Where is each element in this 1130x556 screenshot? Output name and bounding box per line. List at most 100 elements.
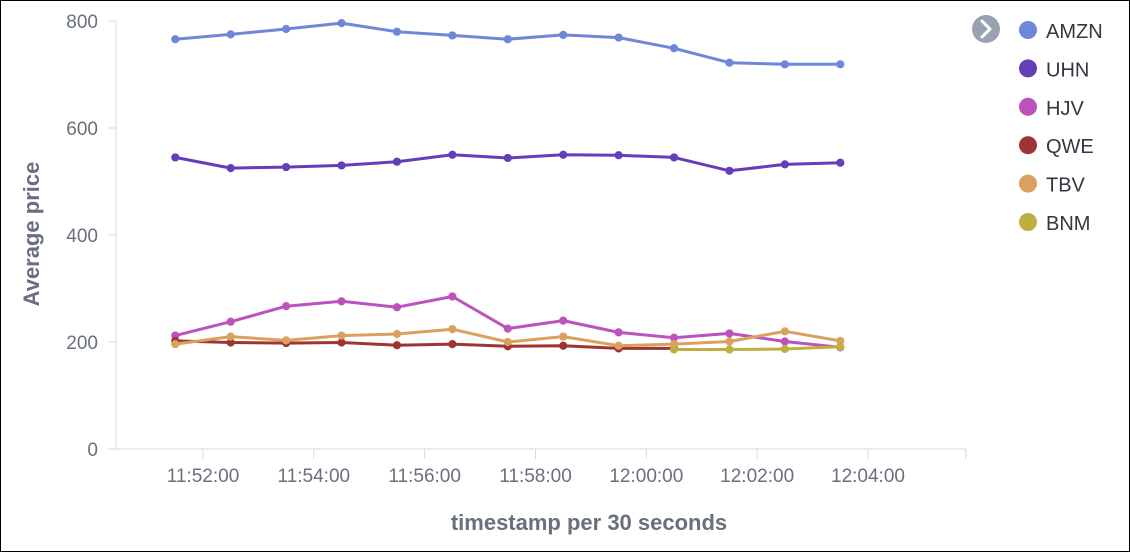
- data-point-tbv[interactable]: [282, 336, 291, 345]
- data-point-amzn[interactable]: [392, 27, 402, 36]
- axes: [115, 21, 967, 459]
- x-axis-ticks: 11:52:00 11:54:00 11:56:00 11:58:00 12:00:00…: [167, 449, 905, 487]
- data-point-tbv[interactable]: [725, 337, 734, 346]
- y-tick-label: 400: [66, 226, 98, 247]
- data-point-amzn[interactable]: [780, 60, 789, 69]
- data-point-bnm[interactable]: [725, 345, 734, 354]
- data-point-hjv[interactable]: [559, 316, 568, 325]
- series-lines: [173, 21, 842, 351]
- data-point-hjv[interactable]: [282, 302, 291, 311]
- legend-item-uhn[interactable]: UHN: [1019, 59, 1089, 81]
- data-point-uhn[interactable]: [282, 162, 291, 172]
- legend-swatch: [1019, 97, 1037, 116]
- legend-swatch: [1019, 136, 1037, 155]
- data-point-amzn[interactable]: [614, 33, 623, 42]
- data-point-bnm[interactable]: [780, 344, 789, 354]
- x-tick-label: 11:58:00: [499, 466, 572, 487]
- legend-label: QWE: [1046, 136, 1094, 158]
- series-line-amzn[interactable]: [173, 21, 842, 66]
- data-point-hjv[interactable]: [614, 328, 623, 337]
- legend-swatch: [1019, 174, 1037, 193]
- chevron-right-icon[interactable]: [972, 15, 1000, 43]
- legend-swatch: [1019, 59, 1037, 78]
- legend-label: BNM: [1046, 213, 1090, 235]
- data-point-hjv[interactable]: [392, 303, 402, 312]
- y-tick-label: 0: [87, 440, 98, 461]
- series-line-bnm[interactable]: [672, 345, 842, 351]
- data-point-hjv[interactable]: [780, 337, 789, 346]
- data-point-uhn[interactable]: [392, 157, 402, 166]
- legend-swatch: [1019, 21, 1037, 39]
- data-point-hjv[interactable]: [226, 317, 235, 326]
- y-axis-ticks: 0 200 400 600 800: [66, 12, 116, 461]
- legend-item-bnm[interactable]: BNM: [1019, 213, 1090, 235]
- y-axis-title: Average price: [19, 162, 44, 307]
- data-point-hjv[interactable]: [725, 329, 734, 338]
- legend-item-hjv[interactable]: HJV: [1019, 97, 1084, 120]
- data-point-tbv[interactable]: [614, 341, 623, 350]
- legend-swatch: [1019, 213, 1037, 231]
- x-tick-label: 11:52:00: [167, 466, 240, 487]
- series-line-qwe[interactable]: [173, 339, 676, 350]
- legend-label: TBV: [1046, 175, 1086, 197]
- data-point-amzn[interactable]: [836, 60, 845, 69]
- data-point-uhn[interactable]: [448, 150, 457, 159]
- legend-item-amzn[interactable]: AMZN: [1019, 21, 1103, 43]
- x-tick-label: 12:00:00: [609, 466, 683, 487]
- legend-label: UHN: [1046, 59, 1089, 81]
- data-point-uhn[interactable]: [559, 150, 568, 159]
- y-tick-label: 200: [66, 333, 98, 354]
- data-point-uhn[interactable]: [669, 153, 679, 162]
- data-point-qwe[interactable]: [392, 341, 402, 350]
- data-point-qwe[interactable]: [559, 341, 568, 350]
- data-point-amzn[interactable]: [337, 19, 346, 28]
- data-point-uhn[interactable]: [503, 153, 512, 163]
- data-point-uhn[interactable]: [226, 164, 235, 173]
- data-point-bnm[interactable]: [836, 342, 845, 351]
- data-point-amzn[interactable]: [282, 24, 291, 34]
- data-point-qwe[interactable]: [448, 340, 457, 349]
- legend-label: HJV: [1046, 98, 1084, 120]
- legend-item-qwe[interactable]: QWE: [1019, 136, 1094, 158]
- data-point-uhn[interactable]: [836, 158, 845, 167]
- data-point-uhn[interactable]: [780, 160, 789, 169]
- data-point-amzn[interactable]: [559, 30, 568, 40]
- x-tick-label: 12:04:00: [831, 466, 905, 487]
- data-point-tbv[interactable]: [226, 332, 235, 341]
- series-points: [171, 19, 845, 354]
- legend-items: AMZN UHN HJV QWE TBV BNM: [1019, 21, 1103, 235]
- data-point-uhn[interactable]: [725, 166, 734, 175]
- legend-item-tbv[interactable]: TBV: [1019, 174, 1086, 197]
- data-point-tbv[interactable]: [780, 327, 789, 336]
- data-point-qwe[interactable]: [337, 338, 346, 347]
- y-tick-label: 800: [66, 12, 98, 33]
- data-point-tbv[interactable]: [337, 331, 346, 340]
- data-point-amzn[interactable]: [171, 35, 180, 44]
- data-point-amzn[interactable]: [503, 35, 512, 44]
- data-point-amzn[interactable]: [725, 58, 734, 67]
- x-tick-label: 12:02:00: [720, 466, 794, 487]
- data-point-hjv[interactable]: [448, 292, 457, 301]
- data-point-tbv[interactable]: [448, 325, 457, 334]
- data-point-uhn[interactable]: [337, 161, 346, 170]
- data-point-tbv[interactable]: [503, 337, 512, 347]
- data-point-bnm[interactable]: [669, 345, 679, 354]
- data-point-tbv[interactable]: [559, 332, 568, 341]
- data-point-hjv[interactable]: [503, 324, 512, 333]
- legend-toggle-button[interactable]: [972, 15, 1000, 43]
- x-tick-label: 11:54:00: [278, 466, 351, 487]
- data-point-amzn[interactable]: [226, 30, 235, 39]
- data-point-tbv[interactable]: [171, 340, 180, 349]
- data-point-uhn[interactable]: [171, 153, 180, 162]
- data-point-amzn[interactable]: [669, 44, 679, 53]
- data-point-uhn[interactable]: [614, 151, 623, 160]
- legend: AMZN UHN HJV QWE TBV BNM: [972, 15, 1103, 235]
- data-point-hjv[interactable]: [337, 297, 346, 306]
- legend-label: AMZN: [1046, 21, 1103, 43]
- x-tick-label: 11:56:00: [388, 466, 461, 487]
- data-point-amzn[interactable]: [448, 31, 457, 40]
- data-point-tbv[interactable]: [392, 329, 402, 339]
- y-tick-label: 600: [66, 119, 98, 140]
